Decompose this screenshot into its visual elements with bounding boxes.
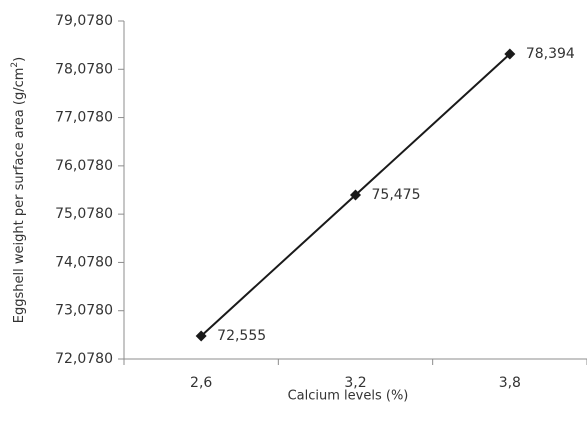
y-tick-label: 74,0780 [55, 254, 113, 270]
data-label: 72,555 [217, 328, 266, 344]
x-axis-title: Calcium levels (%) [288, 389, 409, 404]
data-label: 75,475 [372, 187, 421, 203]
data-label: 78,394 [526, 46, 575, 62]
y-tick-label: 77,0780 [55, 110, 113, 126]
data-labels: 72,555 75,475 78,394 [217, 46, 575, 344]
y-tick-label: 79,0780 [55, 13, 113, 29]
y-tick-label: 75,0780 [55, 206, 113, 222]
y-tick-label: 76,0780 [55, 158, 113, 174]
y-axis-ticks [118, 21, 124, 359]
y-axis-title-main: Eggshell weight per surface area (g/cm [12, 68, 27, 324]
y-tick-label: 73,0780 [55, 303, 113, 319]
y-tick-label: 72,0780 [55, 351, 113, 367]
y-tick-label: 78,0780 [55, 61, 113, 77]
y-axis-tick-labels: 72,0780 73,0780 74,0780 75,0780 76,0780 77,07… [55, 13, 113, 367]
x-tick-label: 3,8 [499, 375, 521, 391]
series-1 [196, 49, 516, 342]
y-axis-title-end: ) [12, 57, 27, 62]
x-tick-label: 2,6 [190, 375, 212, 391]
x-axis-ticks [124, 359, 587, 365]
y-axis-title: Eggshell weight per surface area (g/cm2) [10, 57, 27, 323]
